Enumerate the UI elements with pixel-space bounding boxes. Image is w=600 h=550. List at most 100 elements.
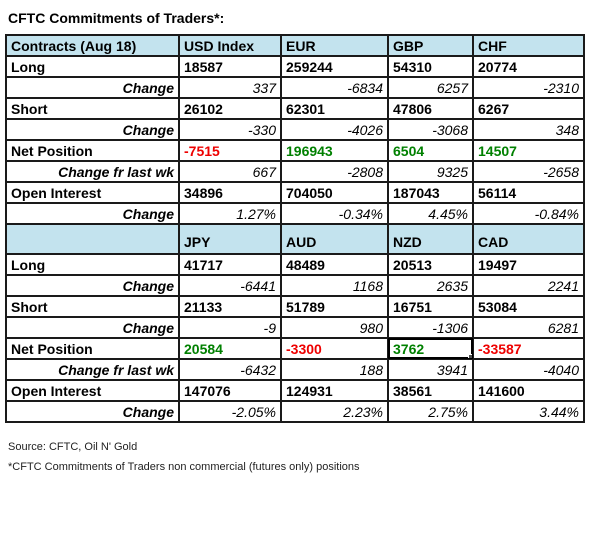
- data-cell[interactable]: 53084: [472, 295, 585, 318]
- col-header-jpy[interactable]: JPY: [178, 223, 282, 255]
- data-cell[interactable]: 141600: [472, 379, 585, 402]
- data-cell[interactable]: 3941: [387, 358, 474, 381]
- data-cell[interactable]: 1.27%: [178, 202, 282, 225]
- row-label[interactable]: Change fr last wk: [5, 358, 180, 381]
- row-label[interactable]: Open Interest: [5, 181, 180, 204]
- col-header-aud[interactable]: AUD: [280, 223, 389, 255]
- data-cell[interactable]: -2.05%: [178, 400, 282, 423]
- data-cell[interactable]: 2241: [472, 274, 585, 297]
- data-cell[interactable]: 3.44%: [472, 400, 585, 423]
- data-cell[interactable]: 147076: [178, 379, 282, 402]
- data-cell[interactable]: 337: [178, 76, 282, 99]
- empty-header-cell[interactable]: [5, 223, 180, 255]
- col-header-cad[interactable]: CAD: [472, 223, 585, 255]
- data-cell[interactable]: 704050: [280, 181, 389, 204]
- data-cell[interactable]: -2310: [472, 76, 585, 99]
- data-cell[interactable]: 1168: [280, 274, 389, 297]
- footer: Source: CFTC, Oil N' Gold *CFTC Commitme…: [8, 438, 600, 478]
- col-header-chf[interactable]: CHF: [472, 34, 585, 57]
- data-cell[interactable]: -0.34%: [280, 202, 389, 225]
- data-cell[interactable]: 26102: [178, 97, 282, 120]
- data-cell[interactable]: 21133: [178, 295, 282, 318]
- row-short-1: Short 26102 62301 47806 6267: [5, 97, 585, 120]
- data-cell[interactable]: 20774: [472, 55, 585, 78]
- page-title: CFTC Commitments of Traders*:: [8, 10, 225, 26]
- row-label[interactable]: Long: [5, 253, 180, 276]
- data-cell[interactable]: 18587: [178, 55, 282, 78]
- data-cell[interactable]: 6504: [387, 139, 474, 162]
- data-cell[interactable]: -2658: [472, 160, 585, 183]
- data-cell[interactable]: 20584: [178, 337, 282, 360]
- col-header-eur[interactable]: EUR: [280, 34, 389, 57]
- data-cell[interactable]: 48489: [280, 253, 389, 276]
- row-label[interactable]: Open Interest: [5, 379, 180, 402]
- source-line: Source: CFTC, Oil N' Gold: [8, 441, 138, 453]
- row-label[interactable]: Change fr last wk: [5, 160, 180, 183]
- data-cell[interactable]: -9: [178, 316, 282, 339]
- data-cell[interactable]: 124931: [280, 379, 389, 402]
- row-label[interactable]: Change: [5, 400, 180, 423]
- data-cell[interactable]: 4.45%: [387, 202, 474, 225]
- data-cell[interactable]: -6441: [178, 274, 282, 297]
- row-long-1: Long 18587 259244 54310 20774: [5, 55, 585, 78]
- data-cell[interactable]: 187043: [387, 181, 474, 204]
- data-cell[interactable]: 6257: [387, 76, 474, 99]
- col-header-nzd[interactable]: NZD: [387, 223, 474, 255]
- selected-cell[interactable]: 3762: [387, 337, 474, 360]
- data-cell[interactable]: 196943: [280, 139, 389, 162]
- data-cell[interactable]: 2.75%: [387, 400, 474, 423]
- data-cell[interactable]: -33587: [472, 337, 585, 360]
- data-cell[interactable]: 667: [178, 160, 282, 183]
- row-open-interest-2: Open Interest 147076 124931 38561 141600: [5, 379, 585, 402]
- col-header-usd-index[interactable]: USD Index: [178, 34, 282, 57]
- row-label[interactable]: Change: [5, 316, 180, 339]
- data-cell[interactable]: 34896: [178, 181, 282, 204]
- data-cell[interactable]: 54310: [387, 55, 474, 78]
- row-label[interactable]: Change: [5, 118, 180, 141]
- data-cell[interactable]: 20513: [387, 253, 474, 276]
- col-header-gbp[interactable]: GBP: [387, 34, 474, 57]
- data-cell[interactable]: 6267: [472, 97, 585, 120]
- data-cell[interactable]: -6432: [178, 358, 282, 381]
- data-cell[interactable]: 47806: [387, 97, 474, 120]
- data-cell[interactable]: 41717: [178, 253, 282, 276]
- data-cell[interactable]: 38561: [387, 379, 474, 402]
- data-cell[interactable]: -6834: [280, 76, 389, 99]
- data-cell[interactable]: 259244: [280, 55, 389, 78]
- row-oi-change-1: Change 1.27% -0.34% 4.45% -0.84%: [5, 202, 585, 225]
- cot-table: Contracts (Aug 18) USD Index EUR GBP CHF…: [5, 34, 585, 423]
- data-cell[interactable]: -0.84%: [472, 202, 585, 225]
- data-cell[interactable]: 188: [280, 358, 389, 381]
- data-cell[interactable]: 14507: [472, 139, 585, 162]
- data-cell[interactable]: 16751: [387, 295, 474, 318]
- data-cell[interactable]: -1306: [387, 316, 474, 339]
- data-cell[interactable]: -3300: [280, 337, 389, 360]
- data-cell[interactable]: -4040: [472, 358, 585, 381]
- data-cell[interactable]: -3068: [387, 118, 474, 141]
- data-cell[interactable]: 2635: [387, 274, 474, 297]
- table-header-row-1: Contracts (Aug 18) USD Index EUR GBP CHF: [5, 34, 585, 57]
- data-cell[interactable]: 980: [280, 316, 389, 339]
- data-cell[interactable]: 51789: [280, 295, 389, 318]
- footnote-line: *CFTC Commitments of Traders non commerc…: [8, 460, 360, 473]
- row-label[interactable]: Net Position: [5, 139, 180, 162]
- row-label[interactable]: Short: [5, 97, 180, 120]
- row-label[interactable]: Change: [5, 274, 180, 297]
- contracts-header-cell[interactable]: Contracts (Aug 18): [5, 34, 180, 57]
- row-label[interactable]: Net Position: [5, 337, 180, 360]
- data-cell[interactable]: 6281: [472, 316, 585, 339]
- data-cell[interactable]: -4026: [280, 118, 389, 141]
- data-cell[interactable]: -2808: [280, 160, 389, 183]
- data-cell[interactable]: 56114: [472, 181, 585, 204]
- data-cell[interactable]: 62301: [280, 97, 389, 120]
- row-label[interactable]: Long: [5, 55, 180, 78]
- data-cell[interactable]: 19497: [472, 253, 585, 276]
- row-label[interactable]: Change: [5, 76, 180, 99]
- data-cell[interactable]: 348: [472, 118, 585, 141]
- row-label[interactable]: Short: [5, 295, 180, 318]
- data-cell[interactable]: -7515: [178, 139, 282, 162]
- row-label[interactable]: Change: [5, 202, 180, 225]
- data-cell[interactable]: 9325: [387, 160, 474, 183]
- data-cell[interactable]: -330: [178, 118, 282, 141]
- data-cell[interactable]: 2.23%: [280, 400, 389, 423]
